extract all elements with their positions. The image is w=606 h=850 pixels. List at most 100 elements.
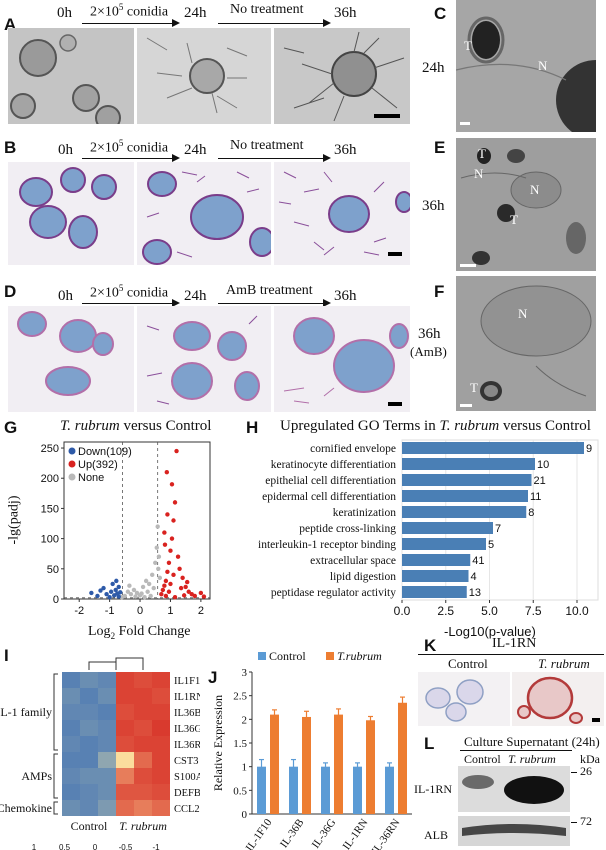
data-point <box>165 569 170 575</box>
y-tick-label: 1 <box>242 762 248 774</box>
panel-d-arrow1 <box>82 303 172 304</box>
western-blot-il1rn <box>458 766 570 812</box>
qpcr-category-label: IL-36RN <box>369 817 402 850</box>
panel-d-t2: 36h <box>334 288 357 304</box>
data-point <box>155 524 160 529</box>
panel-j-letter: J <box>208 668 218 687</box>
panel-e-letter: E <box>434 138 446 157</box>
data-point <box>177 566 182 572</box>
go-term-label: keratinocyte differentiation <box>271 459 397 471</box>
data-point <box>186 589 191 594</box>
dendrogram <box>88 657 144 670</box>
scale-bar <box>460 122 470 125</box>
go-term-label: keratinization <box>333 507 396 519</box>
go-term-label: interleukin-1 receptor binding <box>258 539 396 551</box>
western-row-label-0: IL-1RN <box>414 782 452 796</box>
colorbar-tick-label: 1 <box>32 843 37 850</box>
panel-d-t1: 24h <box>184 288 207 304</box>
go-title: Upregulated GO Terms in T. rubrum versus… <box>280 418 591 434</box>
data-point <box>168 548 173 553</box>
tem-label-n: N <box>518 306 528 321</box>
panel-g-letter: G <box>4 418 18 437</box>
data-point <box>164 469 170 475</box>
heatmap-cell <box>80 784 98 800</box>
heatmap-cell <box>80 688 98 704</box>
histology-d-0h <box>8 306 134 412</box>
ihc-col-trubrum: T. rubrum <box>538 656 590 671</box>
data-point <box>184 579 190 585</box>
kda-tick-0 <box>571 772 577 773</box>
data-point <box>146 581 152 587</box>
heatmap-cell <box>80 768 98 784</box>
histology-image <box>146 315 260 405</box>
data-point <box>116 584 121 590</box>
micrograph-a-24h <box>137 28 271 124</box>
go-bar-count: 41 <box>472 555 484 567</box>
heatmap-cell <box>116 720 134 736</box>
western-header: Culture Supernatant (24h) <box>464 734 600 749</box>
panel-d-arrow1-label: 2×105 conidia <box>90 283 169 301</box>
heatmap-row-label: CST3 <box>174 756 199 767</box>
tem-image <box>460 148 586 265</box>
tem-c-24h: T N <box>456 0 596 132</box>
heatmap-cell <box>134 768 152 784</box>
data-point <box>166 560 172 565</box>
heatmap-cell <box>62 704 80 720</box>
heatmap-cell <box>152 704 170 720</box>
data-point <box>113 587 118 593</box>
histology-d-36h <box>274 306 410 412</box>
heatmap-group-label: Chemokine <box>0 801 52 815</box>
go-bar <box>402 506 527 518</box>
tem-label-n: N <box>474 166 484 181</box>
panel-h-letter: H <box>246 418 259 437</box>
go-bar-count: 8 <box>528 507 534 519</box>
western-kda-0: 26 <box>580 764 592 778</box>
data-point <box>159 591 164 597</box>
heatmap-cell <box>134 784 152 800</box>
panel-f-time-sub: (AmB) <box>410 344 447 359</box>
ihc-image <box>517 676 583 724</box>
panel-d-arrowhead1 <box>172 299 180 307</box>
panel-e-time: 36h <box>422 198 445 214</box>
go-bar-count: 7 <box>495 523 501 535</box>
data-point <box>151 585 156 591</box>
histology-b-0h <box>8 162 134 265</box>
qpcr-bar <box>270 714 279 814</box>
colorbar-tick-label: -1 <box>152 843 160 850</box>
data-point <box>107 594 112 600</box>
colorbar-tick-label: -0.5 <box>119 843 133 850</box>
scale-bar <box>460 404 472 407</box>
western-col-trubrum: T. rubrum <box>508 752 556 766</box>
heatmap-cell <box>98 704 116 720</box>
tem-image <box>480 285 592 401</box>
data-point <box>133 594 138 599</box>
heatmap-cell <box>98 768 116 784</box>
panel-b-t1: 24h <box>184 142 207 158</box>
y-tick-label: 3 <box>242 667 248 679</box>
heatmap-cell <box>152 720 170 736</box>
y-tick-label: 250 <box>41 443 59 455</box>
panel-b-letter: B <box>4 138 17 157</box>
volcano-plot: 0 50 100 150 200 250 -2 -1 0 1 2 Down(109)Up(392)No… <box>41 441 211 617</box>
panel-a-arrow1 <box>82 23 172 24</box>
go-bar <box>402 538 486 550</box>
heatmap-cell <box>152 736 170 752</box>
group-bracket <box>53 801 58 815</box>
ihc-header-line <box>418 654 604 655</box>
heatmap-cell <box>134 688 152 704</box>
data-point <box>89 590 94 596</box>
panel-a-t0: 0h <box>57 5 72 21</box>
panel-b-arrow1 <box>82 158 172 159</box>
data-point <box>154 545 159 550</box>
heatmap: IL1F10 IL1RN IL36B IL36G IL36RN CST3 S100A7 DEF… <box>0 657 200 850</box>
data-point <box>175 554 181 559</box>
heatmap-cell <box>134 736 152 752</box>
scale-bar <box>592 718 600 722</box>
data-point <box>131 587 137 593</box>
data-point <box>198 590 204 596</box>
qpcr-category-label: IL-1F10 <box>244 816 275 850</box>
go-bar <box>402 522 493 534</box>
data-point <box>181 593 187 598</box>
tem-label-t: T <box>478 146 486 161</box>
panel-f-letter: F <box>434 282 445 301</box>
